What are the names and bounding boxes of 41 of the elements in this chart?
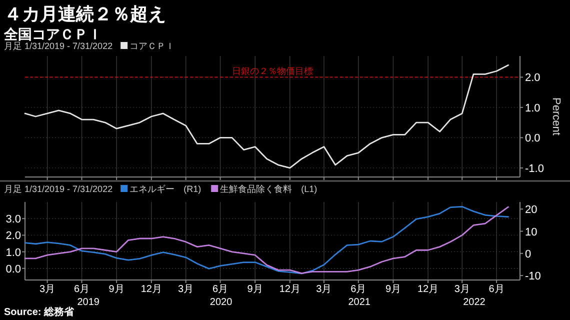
x-tick-label: 12月 (140, 284, 162, 295)
text: 2020 (210, 297, 233, 308)
y-tick-label: 1.0 (6, 246, 21, 259)
x-tick-label: 9月 (385, 284, 402, 295)
text: 月足 1/31/2019 - 7/31/2022 (4, 184, 113, 194)
y-tick-label: 0.0 (6, 263, 21, 276)
text: 2021 (348, 297, 371, 308)
x-tick-label: 3月 (454, 284, 470, 295)
y-tick-label: -1.0 (525, 162, 544, 175)
x-tick-label: 6月 (74, 284, 90, 295)
y2-tick-label: 20 (525, 204, 538, 216)
legend-label: エネルギー (R1) (130, 184, 202, 194)
x-tick-label: 3月 (316, 284, 332, 295)
y-tick-label: 0.0 (525, 132, 540, 145)
x-tick-label: 12月 (417, 284, 439, 295)
y2-tick-label: 10 (525, 226, 538, 238)
y-tick-label: 2.0 (6, 230, 21, 242)
x-tick-label: 12月 (279, 284, 300, 295)
y2-tick-label: -10 (525, 270, 541, 283)
x-tick-label: 3月 (40, 284, 56, 295)
y-tick-label: 1.0 (525, 102, 540, 114)
x-tick-label: 3月 (178, 284, 194, 295)
source-note: Source: 総務省 (4, 306, 76, 318)
chart-subtitle: 全国コアＣＰＩ (3, 26, 102, 42)
x-tick-label: 6月 (212, 284, 228, 295)
line-series (24, 64, 509, 169)
chart-title: ４カ月連続２％超え (4, 4, 166, 24)
legend-label: コアＣＰＩ (130, 41, 175, 51)
x-tick-label: 9月 (108, 284, 124, 295)
ref-line-label: 日銀の２％物価目標 (232, 66, 313, 76)
y2-tick-label: 0 (525, 248, 532, 260)
y-tick-label: 3.0 (6, 214, 21, 226)
x-tick-label: 6月 (350, 284, 366, 295)
x-tick-label: 9月 (247, 284, 263, 295)
y-tick-label: 2.0 (525, 72, 540, 84)
text: 月足 1/31/2019 - 7/31/2022 (4, 41, 113, 51)
text: 2019 (77, 297, 100, 308)
x-tick-label: 6月 (488, 284, 504, 295)
text: 2022 (463, 297, 486, 308)
y-axis-title: Percent (550, 98, 562, 136)
legend-label: 生鮮食品除く食料 (L1) (220, 184, 318, 194)
